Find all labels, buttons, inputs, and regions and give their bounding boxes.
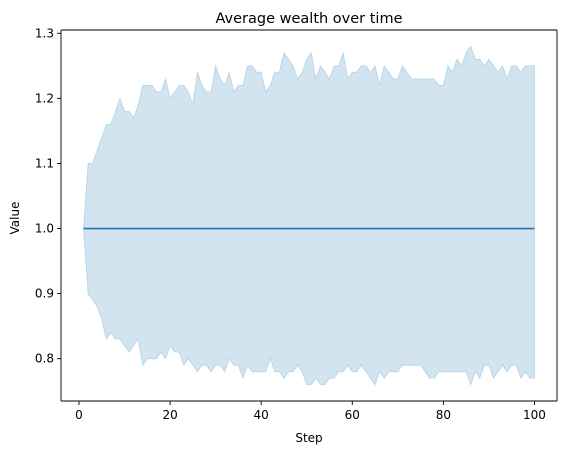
x-tick-label: 0 [75, 408, 83, 422]
x-tick-label: 40 [254, 408, 269, 422]
y-axis-label: Value [8, 202, 22, 235]
y-tick-label: 1.3 [35, 26, 54, 40]
x-axis-label: Step [295, 431, 322, 445]
confidence-band [83, 45, 535, 387]
y-tick-label: 0.8 [35, 352, 54, 366]
y-tick-label: 1.2 [35, 91, 54, 105]
y-tick-label: 0.9 [35, 287, 54, 301]
y-tick-label: 1.0 [35, 222, 54, 236]
x-tick-label: 20 [162, 408, 177, 422]
x-tick-label: 60 [345, 408, 360, 422]
plot-area: 0 20 40 60 80 100 0.8 0.9 1.0 1.1 1.2 1.3 [35, 26, 558, 422]
x-tick-label: 100 [523, 408, 546, 422]
chart-title: Average wealth over time [215, 11, 402, 27]
y-tick-label: 1.1 [35, 156, 54, 170]
x-tick-label: 80 [436, 408, 451, 422]
